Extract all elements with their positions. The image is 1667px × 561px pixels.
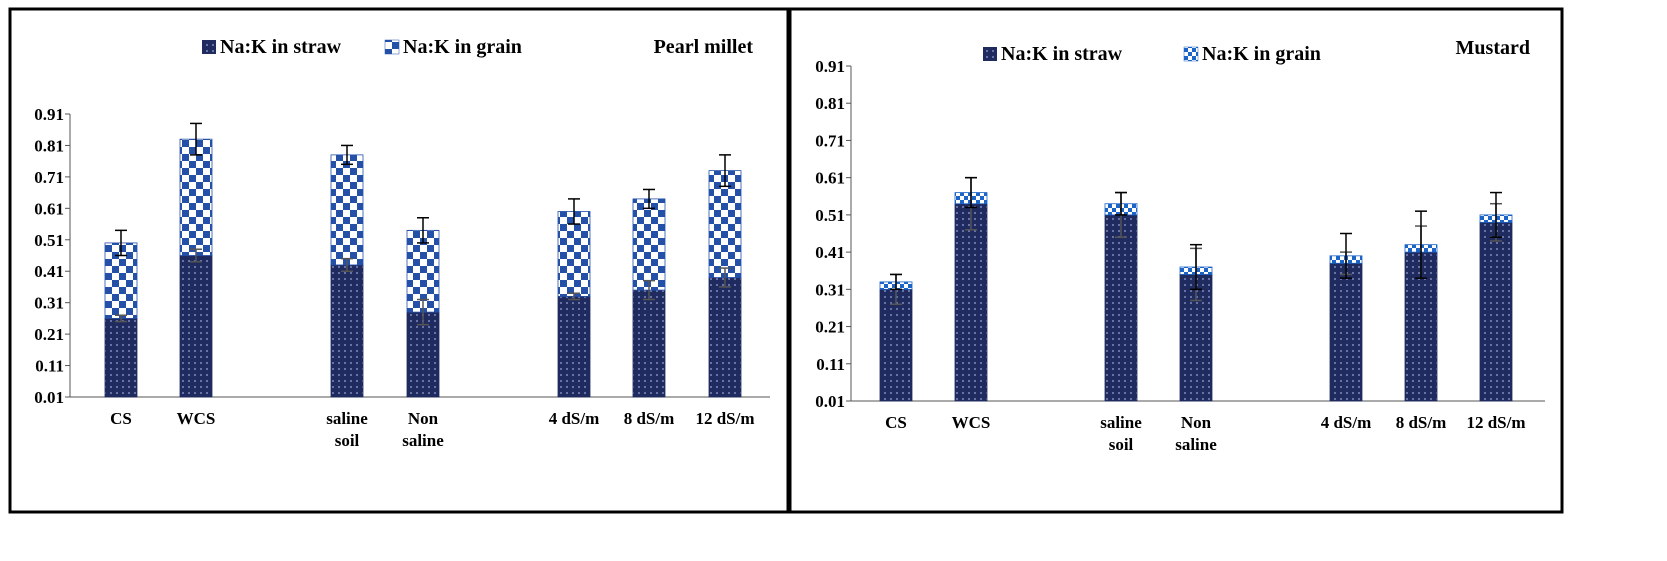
bar-grain [179,138,213,256]
y-tick-label: 0.01 [34,388,64,407]
mustard-panel: Mustard Na:K in straw Na:K in grain 0.01… [788,7,1564,514]
y-tick-label: 0.71 [34,168,64,187]
error-bar-straw [568,292,580,301]
y-tick-label: 0.21 [815,318,845,337]
x-category-label: saline soil [326,409,368,450]
error-bar-grain [1190,243,1202,291]
legend-swatch-grain [384,39,400,55]
error-bar-grain [341,144,353,166]
y-tick-label: 0.81 [815,94,845,113]
pearl-millet-legend: Na:K in straw Na:K in grain [202,36,522,58]
bar-grain [406,229,440,313]
error-bar-grain [643,188,655,210]
mustard-frame [788,7,1564,514]
y-tick-label: 0.81 [34,136,64,155]
bar-straw [879,288,913,402]
y-tick-label: 0.01 [815,392,845,411]
y-tick-label: 0.31 [815,280,845,299]
y-tick-label: 0.41 [34,262,64,281]
x-category-label: Non saline [402,409,444,450]
x-category-label: 8 dS/m [1396,413,1447,432]
bar-straw [1329,262,1363,402]
bar-straw [632,289,666,398]
error-bar-straw [115,314,127,323]
error-bar-grain [190,122,202,156]
y-tick-label: 0.61 [34,199,64,218]
y-tick-label: 0.91 [815,57,845,76]
pearl-millet-title: Pearl millet [654,36,754,58]
error-bar-grain [1115,191,1127,216]
error-bar-grain [965,176,977,209]
error-bar-straw [417,298,429,326]
x-category-label: 4 dS/m [1321,413,1372,432]
legend-label-grain: Na:K in grain [1202,43,1321,65]
bar-straw [1479,221,1513,402]
x-category-label: 4 dS/m [549,409,600,428]
x-category-label: 12 dS/m [1466,413,1525,432]
error-bar-grain [417,217,429,244]
x-category-label: Non saline [1175,413,1217,454]
error-bar-grain [1340,232,1352,279]
legend-swatch-straw [202,40,216,54]
bar-straw [708,277,742,398]
x-category-label: CS [885,413,907,432]
error-bar-straw [719,267,731,288]
mustard-legend: Na:K in straw Na:K in grain [983,43,1321,65]
y-tick-label: 0.51 [815,206,845,225]
pearl-millet-plot: 0.01 0.11 0.21 0.31 0.41 0.51 0.61 0.71 0.81 0.91… [34,105,770,450]
error-bar-straw [190,248,202,263]
bar-straw [406,311,440,398]
bar-straw [179,255,213,398]
y-tick-label: 0.41 [815,243,845,262]
bar-grain [557,211,591,297]
x-category-label: 12 dS/m [695,409,754,428]
legend-label-straw: Na:K in straw [220,36,342,58]
x-category-label: 8 dS/m [624,409,675,428]
y-tick-label: 0.61 [815,169,845,188]
y-tick-label: 0.51 [34,231,64,250]
bar-grain [330,154,364,266]
bar-straw [104,317,138,398]
pearl-millet-frame [8,7,790,514]
error-bar-straw [341,257,353,272]
y-tick-label: 0.71 [815,131,845,150]
x-category-label: WCS [177,409,216,428]
bar-straw [557,295,591,398]
error-bar-grain [719,154,731,188]
bar-straw [954,203,988,402]
x-category-label: WCS [952,413,991,432]
mustard-title: Mustard [1456,37,1530,59]
x-category-label: saline soil [1100,413,1142,454]
bar-straw [330,264,364,398]
error-bar-grain [568,198,580,225]
mustard-plot: 0.01 0.11 0.21 0.31 0.41 0.51 0.61 0.71 0.81 0.91… [815,57,1545,454]
legend-swatch-straw [983,47,997,61]
legend-label-grain: Na:K in grain [403,36,522,58]
error-bar-grain [890,273,902,291]
y-tick-label: 0.21 [34,325,64,344]
pearl-millet-panel: Pearl millet Na:K in straw Na:K in grain… [8,7,790,514]
y-tick-label: 0.11 [816,355,845,374]
bar-grain [632,198,666,291]
x-category-label: CS [110,409,132,428]
error-bar-grain [1490,191,1502,238]
error-bar-straw [643,279,655,301]
y-tick-label: 0.31 [34,294,64,313]
error-bar-grain [115,229,127,257]
legend-swatch-grain [1183,46,1199,62]
error-bar-grain [1415,210,1427,279]
bar-grain [708,170,742,278]
y-tick-label: 0.11 [35,357,64,376]
y-tick-label: 0.91 [34,105,64,124]
legend-label-straw: Na:K in straw [1001,43,1123,65]
bar-straw [1104,214,1138,402]
